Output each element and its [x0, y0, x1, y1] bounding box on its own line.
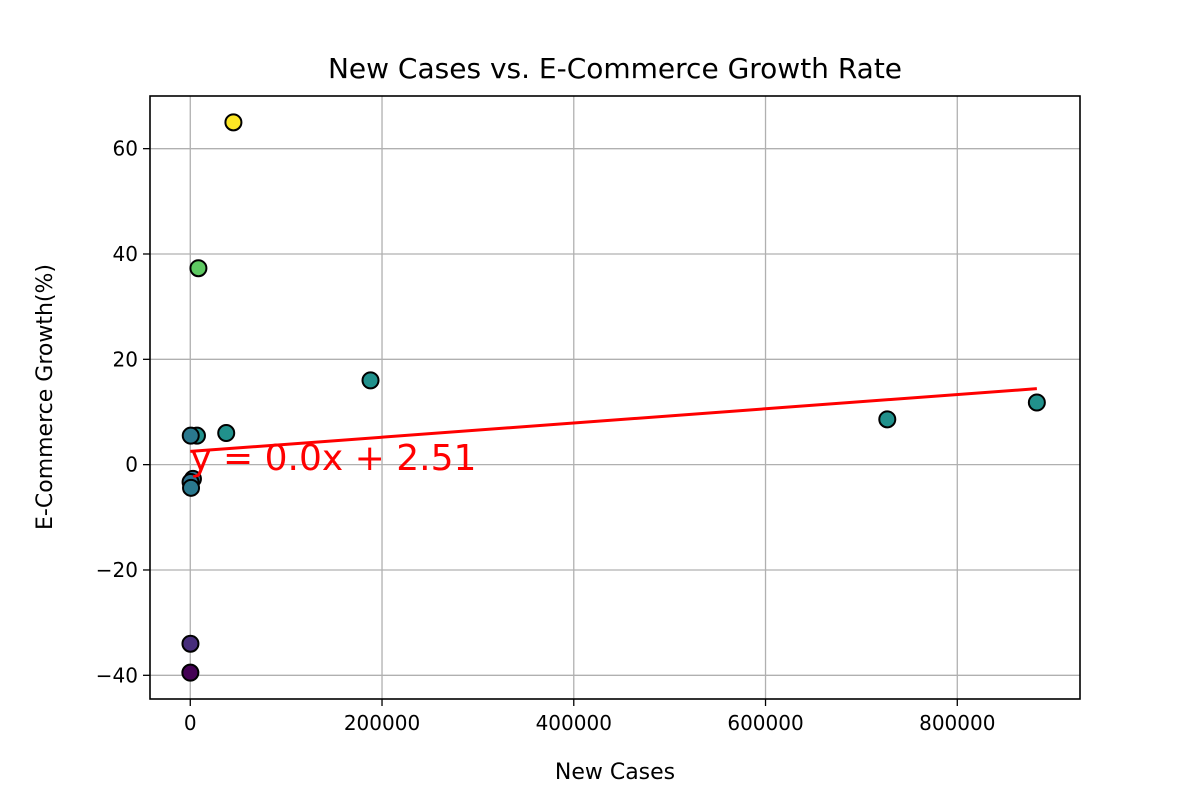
scatter-point — [181, 663, 200, 682]
scatter-point — [181, 634, 200, 653]
x-axis-ticks: 0 200000 400000 600000 800000 — [184, 699, 995, 735]
scatter-point — [1027, 393, 1046, 412]
scatter-point — [189, 259, 208, 278]
scatter-point — [878, 410, 897, 429]
x-axis-label: New Cases — [555, 760, 675, 785]
regression-equation-label: y = 0.0x + 2.51 — [190, 438, 476, 479]
scatter-point — [361, 371, 380, 390]
plot-frame — [149, 95, 1081, 700]
y-tick-label: −40 — [96, 663, 138, 687]
regression-line — [190, 387, 1037, 453]
y-axis-label: E-Commerce Growth(%) — [33, 264, 58, 530]
x-tick-label: 800000 — [919, 711, 995, 735]
y-tick-label: 40 — [113, 242, 138, 266]
chart-title: New Cases vs. E-Commerce Growth Rate — [328, 52, 902, 85]
x-tick-label: 200000 — [344, 711, 420, 735]
y-axis-ticks: −40 −20 0 20 40 60 — [96, 137, 150, 687]
y-tick-label: 0 — [125, 453, 138, 477]
grid — [150, 96, 1080, 699]
regression-layer — [190, 387, 1037, 453]
y-tick-label: 60 — [113, 137, 138, 161]
scatter-point — [182, 478, 201, 497]
x-tick-label: 600000 — [727, 711, 803, 735]
y-tick-label: 20 — [113, 347, 138, 371]
scatter-point — [181, 426, 200, 445]
x-tick-label: 0 — [184, 711, 197, 735]
scatter-points — [181, 113, 1046, 682]
scatter-point — [217, 424, 236, 443]
x-tick-label: 400000 — [536, 711, 612, 735]
scatter-point — [224, 113, 243, 132]
y-tick-label: −20 — [96, 558, 138, 582]
